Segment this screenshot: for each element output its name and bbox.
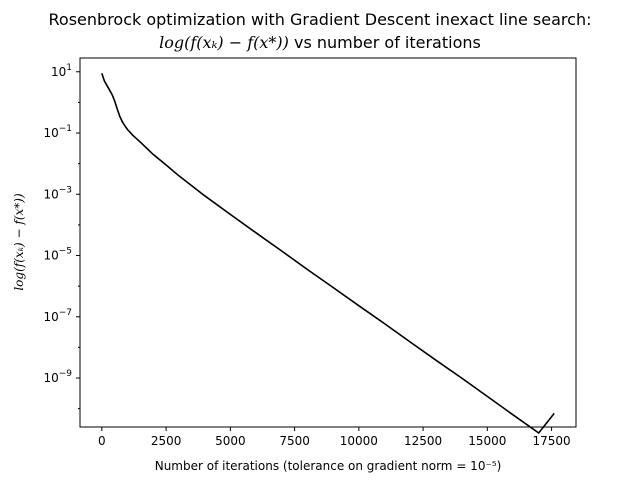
x-tick-label: 7500 xyxy=(279,434,310,448)
y-axis: 10−9 10−7 10−5 10−3 10−1 101 xyxy=(43,63,80,410)
x-tick-label: 5000 xyxy=(215,434,246,448)
series-layer xyxy=(101,72,555,434)
x-tick-label: 15000 xyxy=(468,434,506,448)
y-tick-label: 10−3 xyxy=(43,185,72,201)
y-axis-label: log(f(xₖ) − f(x*)) xyxy=(12,193,26,291)
y-tick-label: 10−9 xyxy=(43,369,72,385)
x-axis-label: Number of iterations (tolerance on gradi… xyxy=(155,459,502,473)
chart-title-line2: log(f(xₖ) − f(x*)) vs number of iteratio… xyxy=(159,33,481,52)
chart-title-line1: Rosenbrock optimization with Gradient De… xyxy=(49,10,592,29)
x-tick-label: 0 xyxy=(98,434,106,448)
plot-area xyxy=(79,57,577,428)
chart-title-tail: vs number of iterations xyxy=(289,33,481,52)
y-tick-label: 10−1 xyxy=(43,124,72,140)
y-tick-label: 101 xyxy=(51,63,72,79)
y-tick-label: 10−7 xyxy=(43,308,72,324)
x-tick-label: 12500 xyxy=(404,434,442,448)
x-axis: 0 2500 5000 7500 10000 12500 15000 17500 xyxy=(98,427,571,448)
chart-title-math: log(f(xₖ) − f(x*)) xyxy=(159,33,289,52)
x-tick-label: 2500 xyxy=(151,434,182,448)
x-tick-label: 10000 xyxy=(340,434,378,448)
x-tick-label: 17500 xyxy=(532,434,570,448)
series-line-0 xyxy=(101,72,555,434)
y-tick-label: 10−5 xyxy=(43,247,72,263)
